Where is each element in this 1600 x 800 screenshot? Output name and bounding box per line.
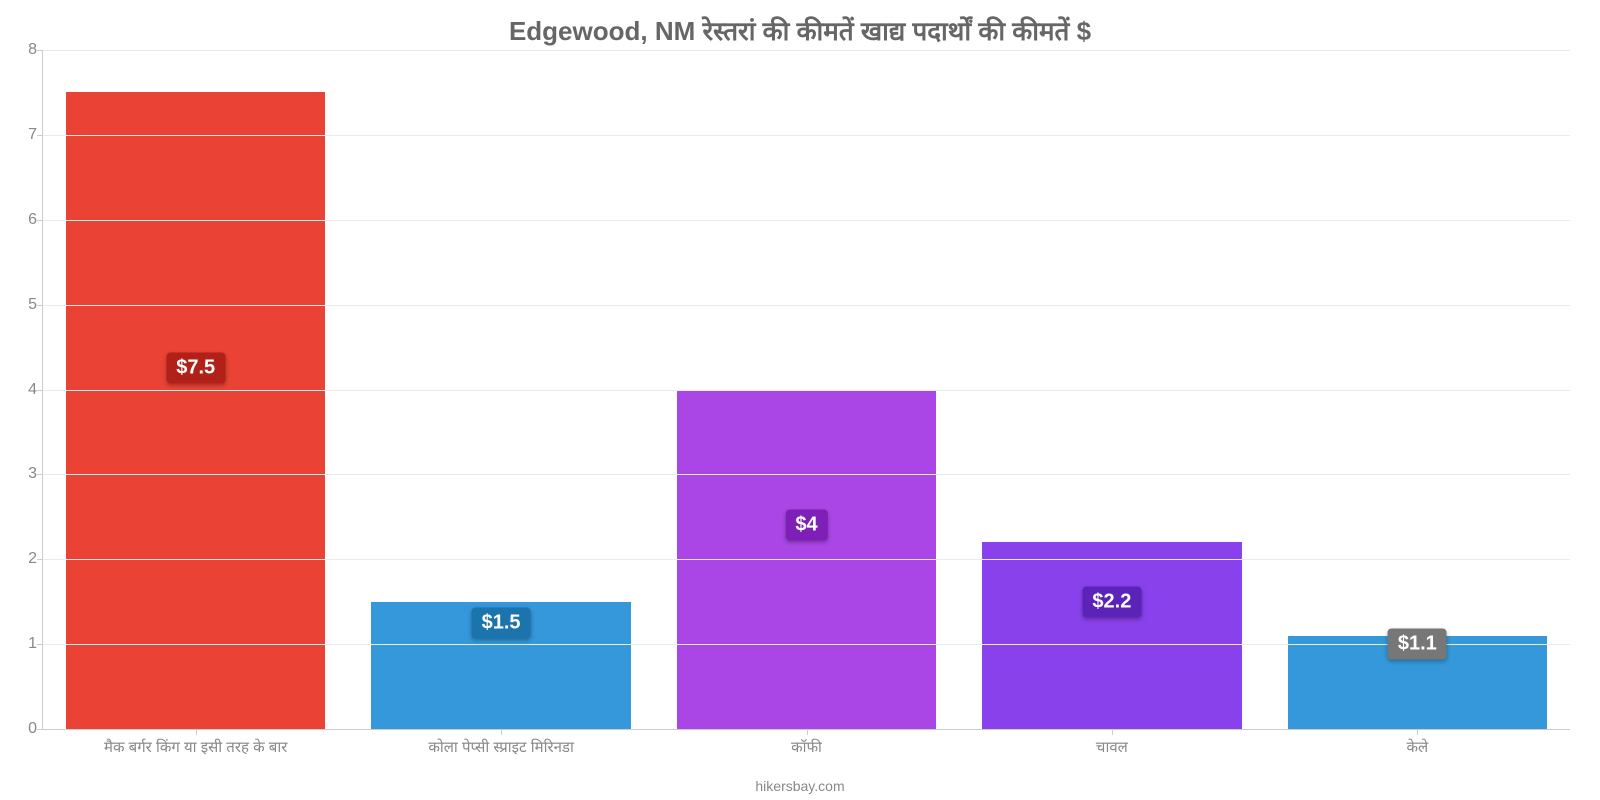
x-tick-label: कॉफी bbox=[791, 737, 822, 757]
bar bbox=[982, 542, 1242, 729]
y-tick-label: 0 bbox=[15, 720, 37, 738]
bar bbox=[66, 92, 326, 729]
y-tick-mark bbox=[37, 390, 43, 391]
gridline bbox=[43, 135, 1570, 136]
data-label: $4 bbox=[785, 510, 827, 541]
plot-area: 012345678मैक बर्गर किंग या इसी तरह के बा… bbox=[42, 50, 1570, 730]
x-tick-mark bbox=[807, 729, 808, 735]
x-tick-label: केले bbox=[1406, 737, 1428, 757]
x-tick-label: कोला पेप्सी स्प्राइट मिरिनडा bbox=[428, 737, 574, 757]
y-tick-label: 4 bbox=[15, 381, 37, 399]
y-tick-mark bbox=[37, 305, 43, 306]
y-tick-label: 2 bbox=[15, 550, 37, 568]
y-tick-mark bbox=[37, 135, 43, 136]
y-tick-mark bbox=[37, 644, 43, 645]
y-tick-mark bbox=[37, 559, 43, 560]
y-tick-mark bbox=[37, 729, 43, 730]
y-tick-label: 3 bbox=[15, 465, 37, 483]
gridline bbox=[43, 559, 1570, 560]
gridline bbox=[43, 220, 1570, 221]
gridline bbox=[43, 390, 1570, 391]
attribution: hikersbay.com bbox=[0, 778, 1600, 794]
x-tick-mark bbox=[196, 729, 197, 735]
y-tick-label: 7 bbox=[15, 126, 37, 144]
x-tick-label: मैक बर्गर किंग या इसी तरह के बार bbox=[104, 737, 287, 757]
y-tick-mark bbox=[37, 474, 43, 475]
price-chart: Edgewood, NM रेस्तरां की कीमतें खाद्य पद… bbox=[0, 0, 1600, 800]
y-tick-label: 6 bbox=[15, 211, 37, 229]
data-label: $2.2 bbox=[1082, 586, 1141, 617]
y-tick-mark bbox=[37, 50, 43, 51]
x-tick-label: चावल bbox=[1096, 737, 1128, 757]
gridline bbox=[43, 644, 1570, 645]
x-tick-mark bbox=[501, 729, 502, 735]
gridline bbox=[43, 305, 1570, 306]
chart-title: Edgewood, NM रेस्तरां की कीमतें खाद्य पद… bbox=[0, 12, 1600, 48]
y-tick-label: 8 bbox=[15, 41, 37, 59]
y-tick-mark bbox=[37, 220, 43, 221]
y-tick-label: 1 bbox=[15, 635, 37, 653]
x-tick-mark bbox=[1417, 729, 1418, 735]
data-label: $1.5 bbox=[472, 607, 531, 638]
gridline bbox=[43, 474, 1570, 475]
y-tick-label: 5 bbox=[15, 296, 37, 314]
data-label: $1.1 bbox=[1388, 629, 1447, 660]
data-label: $7.5 bbox=[166, 353, 225, 384]
x-tick-mark bbox=[1112, 729, 1113, 735]
gridline bbox=[43, 50, 1570, 51]
